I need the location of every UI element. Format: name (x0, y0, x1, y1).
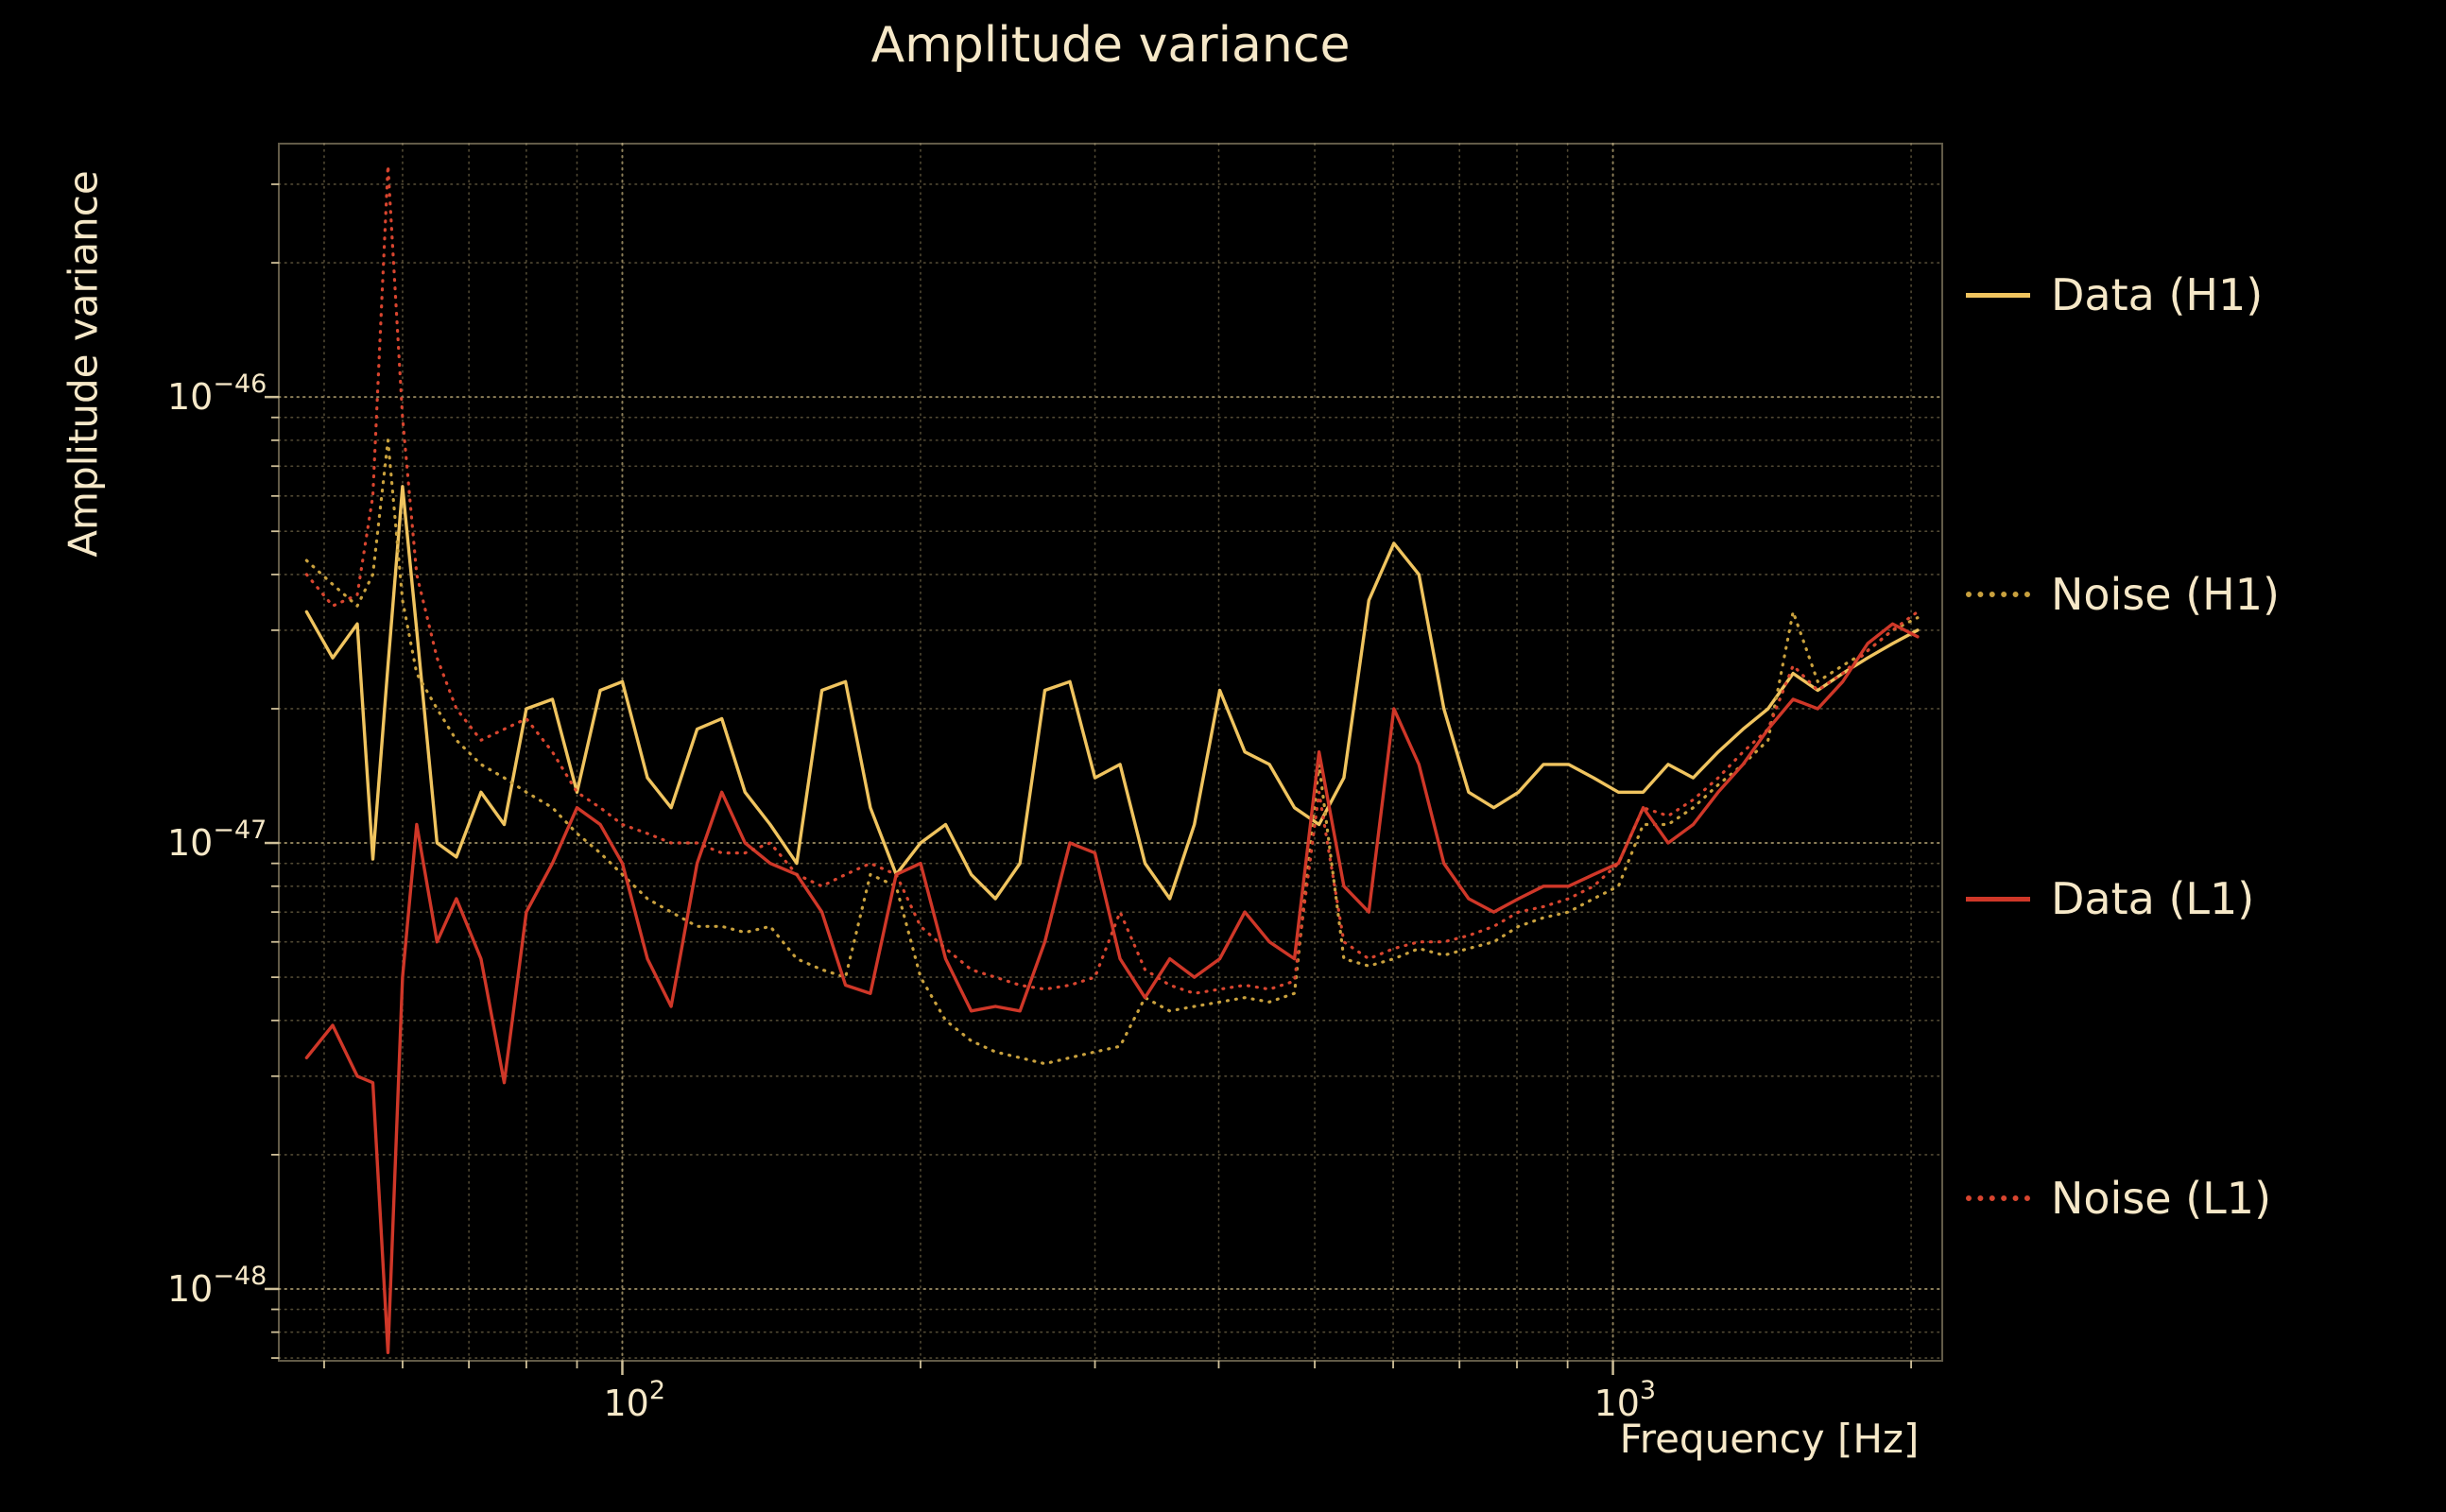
legend-label-noise-h1: Noise (H1) (2051, 569, 2280, 620)
legend: Data (H1) Noise (H1) Data (L1) Noise (L1… (1966, 0, 2438, 1512)
series-line-0 (304, 485, 1920, 901)
x-axis-label: Frequency [Hz] (1619, 1416, 1920, 1462)
plot-frame (278, 143, 1943, 1362)
legend-item-data-l1: Data (L1) (1966, 873, 2254, 924)
tick-labels: 102 103 10−46 10−47 10−48 (167, 369, 1656, 1424)
legend-item-noise-h1: Noise (H1) (1966, 569, 2280, 620)
legend-label-data-h1: Data (H1) (2051, 269, 2264, 320)
legend-line-sample-data-h1 (1966, 292, 2030, 298)
tick-label: 102 (603, 1376, 665, 1424)
chart-title: Amplitude variance (870, 17, 1351, 74)
legend-item-data-h1: Data (H1) (1966, 269, 2263, 320)
legend-line-sample-noise-h1 (1966, 592, 2030, 597)
grid (278, 143, 1943, 1362)
series-line-2 (304, 622, 1920, 1355)
legend-label-data-l1: Data (L1) (2051, 873, 2255, 924)
tick-label: 10−48 (167, 1262, 267, 1310)
series-line-3 (304, 163, 1920, 995)
legend-line-sample-data-l1 (1966, 896, 2030, 902)
tick-label: 10−47 (167, 816, 267, 864)
axis-ticks (265, 183, 1912, 1375)
legend-label-noise-l1: Noise (L1) (2051, 1173, 2272, 1224)
series-lines (304, 163, 1920, 1355)
legend-line-sample-noise-l1 (1966, 1195, 2030, 1201)
tick-label: 10−46 (167, 369, 267, 418)
series-line-1 (304, 438, 1920, 1066)
legend-item-noise-l1: Noise (L1) (1966, 1173, 2271, 1224)
tick-label: 103 (1594, 1376, 1657, 1424)
